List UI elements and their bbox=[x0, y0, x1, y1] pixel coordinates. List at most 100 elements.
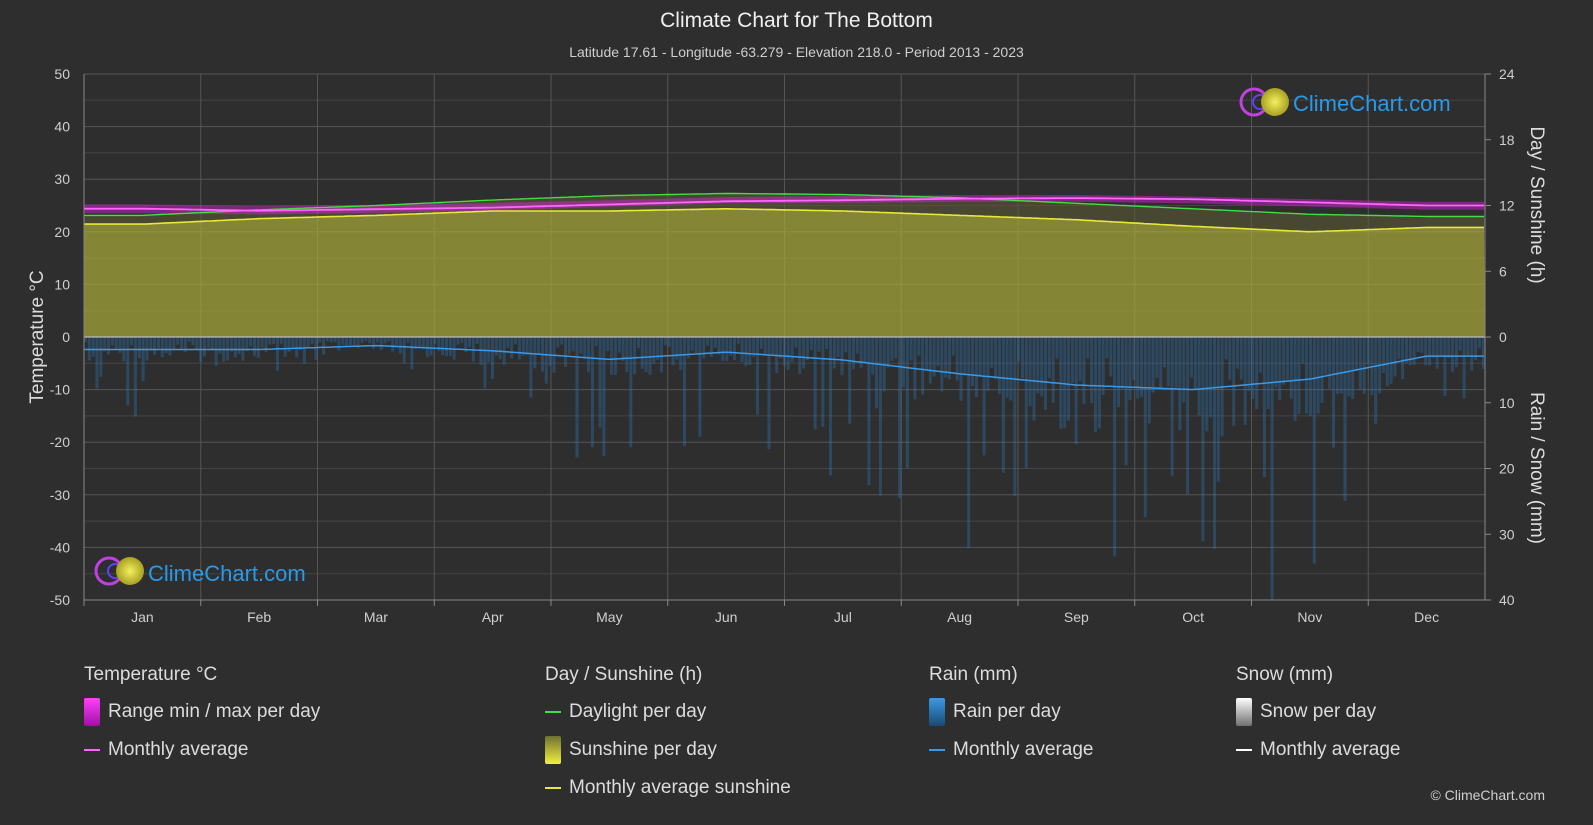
rain-bar bbox=[395, 337, 398, 348]
rain-bar bbox=[1305, 337, 1309, 414]
y-left-tick-label: -30 bbox=[50, 487, 70, 503]
rain-bar bbox=[594, 337, 598, 347]
rain-bar bbox=[644, 337, 648, 372]
rain-bar bbox=[1285, 337, 1289, 381]
legend-label: Daylight per day bbox=[569, 701, 707, 722]
y-left-tick-label: 30 bbox=[54, 171, 70, 187]
rain-bar bbox=[84, 337, 87, 342]
rain-bar bbox=[859, 337, 863, 368]
rain-bar bbox=[1163, 337, 1166, 368]
rain-bar bbox=[514, 337, 518, 345]
legend-label: Rain per day bbox=[953, 701, 1061, 722]
rain-bar bbox=[1047, 337, 1051, 379]
rain-bar bbox=[882, 337, 886, 392]
rain-bar bbox=[606, 337, 610, 351]
rain-bar bbox=[1412, 337, 1416, 365]
daylight-swatch bbox=[545, 711, 561, 713]
copyright: © ClimeChart.com bbox=[1430, 787, 1545, 803]
rain-bar bbox=[1024, 337, 1028, 469]
rain-bar bbox=[464, 337, 468, 352]
legend-rain-heading: Rain (mm) bbox=[929, 664, 1018, 685]
rain-bar bbox=[974, 337, 978, 398]
rain-bar bbox=[368, 337, 372, 344]
rain-bar bbox=[1113, 337, 1117, 557]
rain-bar bbox=[1481, 337, 1485, 369]
rain-bar bbox=[1347, 337, 1351, 397]
rain-bar bbox=[510, 337, 514, 359]
rain-bar bbox=[629, 337, 633, 448]
rain-bar bbox=[95, 337, 99, 389]
rain-bar bbox=[471, 337, 475, 362]
rain-bar bbox=[1339, 337, 1343, 394]
rain-bar bbox=[759, 337, 763, 349]
rain-bar bbox=[1443, 337, 1447, 396]
rain-bar bbox=[1044, 337, 1047, 410]
rain-bar bbox=[1101, 337, 1105, 395]
rain-bar bbox=[1159, 337, 1163, 389]
rain-bar bbox=[571, 337, 575, 352]
legend-temperature: Temperature °C Range min / max per day M… bbox=[84, 664, 320, 775]
rain-bar bbox=[621, 337, 625, 361]
rain-bar bbox=[537, 337, 541, 355]
x-tick-label: Nov bbox=[1297, 609, 1322, 625]
legend-label: Monthly average sunshine bbox=[569, 777, 791, 798]
rain-bar bbox=[1458, 337, 1462, 351]
rain-bar bbox=[1312, 337, 1316, 564]
rain-bar bbox=[1454, 337, 1458, 368]
rain-bar bbox=[587, 337, 590, 373]
rain-bar bbox=[91, 337, 95, 357]
rain-bar bbox=[798, 337, 802, 374]
rain-bar bbox=[894, 337, 898, 359]
y-left-tick-label: 50 bbox=[54, 66, 70, 82]
rain-bar bbox=[1431, 337, 1435, 358]
legend-snow-heading: Snow (mm) bbox=[1236, 664, 1334, 685]
rain-bar bbox=[302, 337, 306, 364]
y-right-top-tick-label: 18 bbox=[1499, 132, 1515, 148]
rain-bar bbox=[786, 337, 790, 371]
rain-bar bbox=[421, 337, 425, 349]
rain-bar bbox=[406, 337, 410, 343]
rain-bar bbox=[963, 337, 967, 376]
rain-bar bbox=[667, 337, 671, 347]
rain-bar bbox=[610, 337, 614, 375]
rain-bar bbox=[441, 337, 445, 356]
rain-bar bbox=[379, 337, 383, 351]
rain-bar bbox=[149, 337, 153, 351]
legend-item-sunshine: Sunshine per day bbox=[545, 736, 791, 764]
rain-bar bbox=[1451, 337, 1454, 372]
rain-bar bbox=[1013, 337, 1017, 497]
rain-bar bbox=[840, 337, 844, 376]
rain-bar bbox=[544, 337, 548, 384]
rain-bar bbox=[1355, 337, 1358, 371]
rain-bar bbox=[1021, 337, 1024, 379]
rain-bar bbox=[206, 337, 210, 348]
rain-bar bbox=[694, 337, 698, 353]
chart-axes: 50 40 30 20 10 0 -10 -20 -30 -40 -50 24 18 12 6 0 10 20 30… bbox=[27, 66, 1547, 625]
rain-bar bbox=[748, 337, 752, 365]
rain-bar bbox=[1274, 337, 1278, 388]
rain-bar bbox=[1151, 337, 1155, 393]
rain-bar bbox=[1370, 337, 1374, 395]
rain-bar bbox=[429, 337, 433, 356]
x-tick-label: Jul bbox=[834, 609, 852, 625]
chart-title: Climate Chart for The Bottom bbox=[660, 9, 933, 32]
rain-bar bbox=[637, 337, 640, 348]
rain-bar bbox=[1074, 337, 1078, 445]
rain-bar bbox=[1439, 337, 1443, 357]
rain-bar bbox=[967, 337, 971, 549]
rain-bar bbox=[1301, 337, 1305, 364]
rain-bar bbox=[1155, 337, 1159, 379]
rain-bar bbox=[832, 337, 836, 369]
rain-bar bbox=[1132, 337, 1136, 380]
rain-bar bbox=[855, 337, 859, 354]
rain-bar bbox=[387, 337, 391, 342]
sunshine-swatch bbox=[545, 736, 561, 764]
rain-bar bbox=[1316, 337, 1320, 414]
rain-bar bbox=[118, 337, 122, 353]
rain-bar bbox=[871, 337, 875, 375]
rain-bar bbox=[494, 337, 498, 356]
x-tick-label: Feb bbox=[247, 609, 271, 625]
rain-bar bbox=[391, 337, 395, 352]
y-right-bottom-tick-label: 30 bbox=[1499, 526, 1515, 542]
rain-bar bbox=[229, 337, 233, 352]
